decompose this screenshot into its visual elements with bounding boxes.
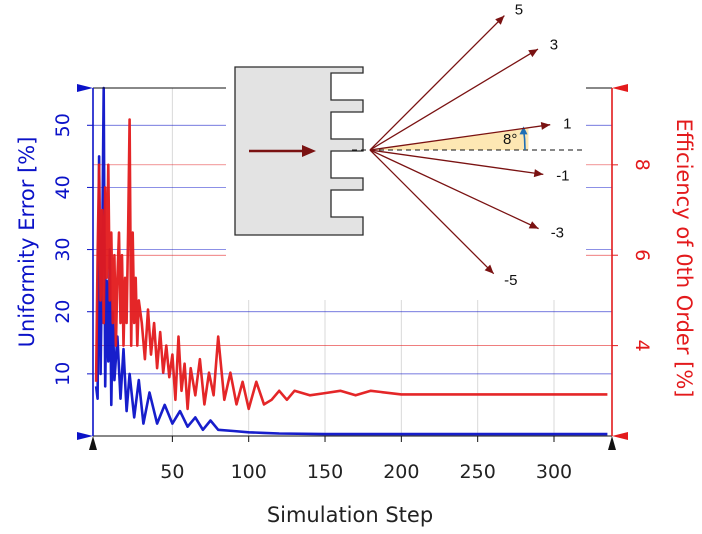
y-right-axis-title: Efficiency of 0th Order [%] bbox=[672, 118, 696, 397]
order-label: 1 bbox=[563, 115, 571, 132]
x-left-marker bbox=[89, 436, 97, 450]
order-arrow-line bbox=[369, 15, 505, 151]
order-arrowhead bbox=[484, 264, 494, 274]
order-arrowhead bbox=[533, 169, 544, 178]
order-label: -1 bbox=[556, 168, 569, 185]
order-label: -5 bbox=[504, 272, 517, 289]
order-arrowhead bbox=[495, 15, 505, 25]
x-tick-label: 250 bbox=[460, 461, 496, 483]
y-right-tick-label: 8 bbox=[631, 159, 653, 171]
series-line-left bbox=[94, 86, 608, 436]
order-arrow-line bbox=[369, 149, 544, 176]
order-arrowhead bbox=[528, 49, 538, 58]
y-left-bottom-marker bbox=[77, 432, 93, 440]
x-tick-label: 50 bbox=[160, 461, 184, 483]
y-left-tick-label: 50 bbox=[52, 113, 74, 137]
y-left-axis-title: Uniformity Error [%] bbox=[15, 137, 39, 348]
x-right-marker bbox=[608, 436, 616, 450]
x-tick-label: 300 bbox=[536, 461, 572, 483]
order-label: 5 bbox=[515, 1, 523, 18]
plot-series bbox=[94, 86, 608, 436]
order-arrowhead bbox=[528, 221, 539, 229]
y-left-tick-label: 40 bbox=[52, 175, 74, 199]
incident-beam-arrowhead bbox=[302, 145, 316, 157]
y-left-tick-label: 10 bbox=[52, 362, 74, 386]
y-right-bottom-marker bbox=[612, 432, 628, 440]
order-label: 3 bbox=[550, 36, 558, 53]
angle-wedge bbox=[370, 127, 529, 150]
series-line-right bbox=[94, 118, 608, 411]
y-right-top-marker bbox=[612, 84, 628, 92]
order-arrow-line bbox=[369, 48, 539, 151]
y-left-tick-label: 20 bbox=[52, 300, 74, 324]
order-label: -3 bbox=[551, 224, 564, 241]
x-tick-label: 200 bbox=[383, 461, 419, 483]
angle-label: 8° bbox=[503, 131, 517, 148]
order-arrow-line bbox=[369, 149, 495, 275]
x-tick-label: 150 bbox=[307, 461, 343, 483]
y-right-tick-label: 4 bbox=[631, 340, 653, 352]
order-arrow-line bbox=[369, 149, 539, 230]
diffraction-inset: 8° 5 3 1 -1 -3 -5 bbox=[226, 1, 586, 300]
order-arrow-line bbox=[369, 124, 551, 151]
y-left-top-marker bbox=[77, 84, 93, 92]
axes: 50 100 150 200 250 300 10 20 30 40 50 4 6 8 bbox=[52, 84, 653, 483]
x-tick-label: 100 bbox=[231, 461, 267, 483]
angle-arc-arrowhead bbox=[519, 126, 528, 135]
order-arrowhead bbox=[540, 122, 551, 130]
y-right-tick-label: 6 bbox=[631, 249, 653, 261]
y-left-tick-label: 30 bbox=[52, 237, 74, 261]
x-axis-title: Simulation Step bbox=[267, 503, 433, 527]
